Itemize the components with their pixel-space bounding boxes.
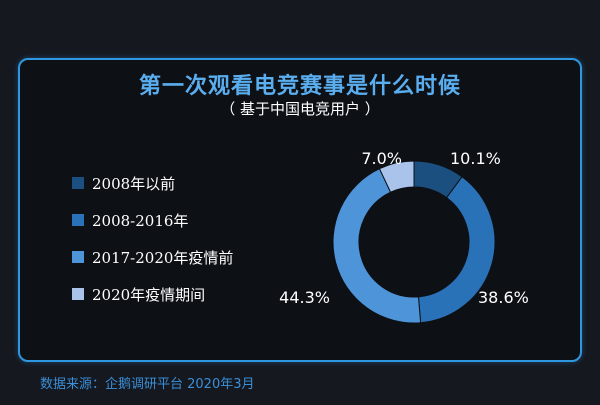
chart-title: 第一次观看电竞赛事是什么时候 — [138, 74, 461, 99]
chart-subtitle: （ 基于中国电竞用户 ） — [220, 100, 380, 118]
legend-label: 2017-2020年疫情前 — [92, 248, 234, 267]
legend-label: 2008年以前 — [92, 174, 176, 193]
legend-item-before-2008: 2008年以前 — [72, 172, 233, 194]
legend: 2008年以前 2008-2016年 2017-2020年疫情前 2020年疫情… — [72, 172, 233, 320]
legend-swatch — [72, 288, 84, 300]
slice-label-2017-2020: 44.3% — [279, 288, 330, 307]
slice-label-2008-2016: 38.6% — [478, 288, 529, 307]
legend-swatch — [72, 177, 84, 189]
legend-label: 2020年疫情期间 — [92, 285, 206, 304]
slice-label-before-2008: 10.1% — [450, 149, 501, 168]
legend-swatch — [72, 214, 84, 226]
slice-2017-2020 — [332, 168, 422, 324]
slice-2008-2016 — [417, 176, 496, 324]
legend-label: 2008-2016年 — [92, 211, 189, 230]
legend-item-2017-2020: 2017-2020年疫情前 — [72, 246, 233, 268]
donut-slices — [332, 160, 496, 324]
legend-item-2020-pandemic: 2020年疫情期间 — [72, 283, 233, 305]
slice-label-2020-pandemic: 7.0% — [361, 149, 402, 168]
legend-swatch — [72, 251, 84, 263]
data-source: 数据来源：企鹅调研平台 2020年3月 — [40, 377, 255, 392]
slice-2020-pandemic — [378, 160, 415, 193]
legend-item-2008-2016: 2008-2016年 — [72, 209, 233, 231]
